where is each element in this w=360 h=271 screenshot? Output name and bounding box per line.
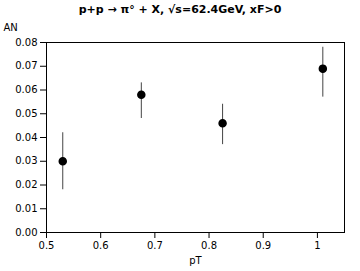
svg-text:0.06: 0.06 bbox=[15, 84, 37, 95]
svg-text:0.6: 0.6 bbox=[93, 240, 109, 251]
svg-text:AN: AN bbox=[4, 22, 18, 33]
svg-text:0.9: 0.9 bbox=[255, 240, 271, 251]
svg-text:0.03: 0.03 bbox=[15, 155, 37, 166]
svg-text:0.07: 0.07 bbox=[15, 60, 37, 71]
svg-text:0.00: 0.00 bbox=[15, 227, 37, 238]
svg-text:0.7: 0.7 bbox=[147, 240, 163, 251]
svg-text:0.04: 0.04 bbox=[15, 132, 37, 143]
svg-text:0.02: 0.02 bbox=[15, 179, 37, 190]
svg-text:0.01: 0.01 bbox=[15, 203, 37, 214]
svg-text:0.5: 0.5 bbox=[39, 240, 55, 251]
html-text:p+p → π° + X, √s=62.4GeV, xF>0: p+p → π° + X, √s=62.4GeV, xF>0 bbox=[78, 3, 282, 16]
svg-text:pT: pT bbox=[189, 255, 202, 266]
svg-text:0.08: 0.08 bbox=[15, 37, 37, 48]
svg-text:1: 1 bbox=[314, 240, 320, 251]
svg-text:0.05: 0.05 bbox=[15, 108, 37, 119]
svg-text:0.8: 0.8 bbox=[201, 240, 217, 251]
